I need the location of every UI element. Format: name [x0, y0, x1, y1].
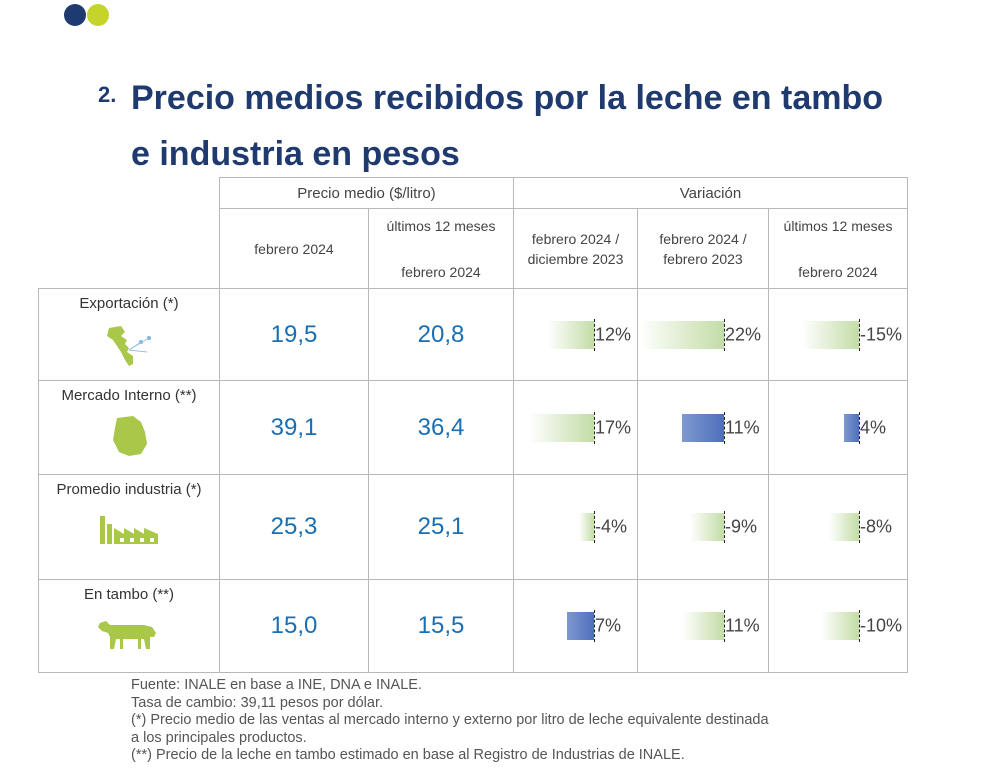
- variation-axis: [594, 511, 595, 543]
- variation-axis: [859, 610, 860, 642]
- footnote-single-asterisk-cont: a los principales productos.: [131, 729, 307, 746]
- cow-icon: [98, 621, 156, 649]
- variation-bar: [529, 413, 594, 442]
- footnote-single-asterisk: (*) Precio medio de las ventas al mercad…: [131, 712, 769, 728]
- variation-label: -8%: [860, 516, 893, 537]
- col-header-var-b: febrero 2024 / febrero 2023: [637, 208, 769, 289]
- group-header-price: Precio medio ($/litro): [219, 177, 514, 209]
- variation-bar: [682, 413, 724, 442]
- table-row: Promedio industria (*) 25,3 25,1 -4% -9%…: [38, 474, 908, 580]
- price-month: 15,0: [219, 579, 369, 673]
- variation-label: 7%: [595, 615, 622, 636]
- variation-cell: -10%: [768, 579, 908, 673]
- variation-axis: [724, 511, 725, 543]
- variation-bar: [821, 612, 859, 640]
- variation-axis: [594, 610, 595, 642]
- price-month: 19,5: [219, 288, 369, 381]
- variation-axis: [859, 318, 860, 351]
- col-header-var-c-bottom: febrero 2024: [798, 263, 878, 280]
- price-12m: 15,5: [368, 579, 514, 673]
- variation-cell: 11%: [637, 380, 769, 475]
- variation-cell: 11%: [637, 579, 769, 673]
- variation-axis: [594, 318, 595, 351]
- row-label: En tambo (**): [83, 586, 175, 603]
- footnote-source: Fuente: INALE en base a INE, DNA e INALE…: [131, 677, 422, 693]
- variation-label: 12%: [595, 324, 632, 344]
- variation-cell: 4%: [768, 380, 908, 475]
- variation-axis: [724, 411, 725, 444]
- variation-axis: [724, 318, 725, 351]
- row-label: Promedio industria (*): [56, 481, 202, 498]
- row-label-cell: Mercado Interno (**): [38, 380, 220, 475]
- navy-dot-icon: [64, 4, 86, 26]
- variation-cell: 17%: [513, 380, 638, 475]
- variation-label: -4%: [595, 516, 628, 537]
- variation-axis: [724, 610, 725, 642]
- price-12m: 36,4: [368, 380, 514, 475]
- uruguay-map-icon: [113, 416, 147, 456]
- table-row: Exportación (*) 19,5 20,8 12% 22% -15%: [38, 288, 908, 381]
- price-12m: 25,1: [368, 474, 514, 580]
- variation-axis: [859, 411, 860, 444]
- row-label: Exportación (*): [79, 295, 179, 312]
- table-row: Mercado Interno (**) 39,1 36,4 17% 11% 4…: [38, 380, 908, 475]
- col-header-var-a: febrero 2024 / diciembre 2023: [513, 208, 638, 289]
- variation-label: -9%: [725, 516, 758, 537]
- variation-label: -10%: [860, 615, 903, 636]
- footnotes: Fuente: INALE en base a INE, DNA e INALE…: [131, 677, 769, 765]
- col-header-price-month: febrero 2024: [219, 208, 369, 289]
- col-header-var-c-top: últimos 12 meses: [783, 217, 893, 234]
- price-month: 25,3: [219, 474, 369, 580]
- variation-bar: [802, 320, 859, 349]
- row-label: Mercado Interno (**): [61, 387, 197, 404]
- variation-bar: [682, 612, 724, 640]
- row-label-cell: Promedio industria (*): [38, 474, 220, 580]
- group-header-variation: Variación: [513, 177, 908, 209]
- variation-axis: [594, 411, 595, 444]
- price-month: 39,1: [219, 380, 369, 475]
- col-header-var-c: últimos 12 meses febrero 2024: [768, 208, 908, 289]
- footnote-exchange-rate: Tasa de cambio: 39,11 pesos por dólar.: [131, 694, 384, 711]
- row-label-cell: Exportación (*): [38, 288, 220, 381]
- lime-dot-icon: [87, 4, 109, 26]
- col-header-price-12m-top: últimos 12 meses: [386, 217, 496, 234]
- variation-axis: [859, 511, 860, 543]
- variation-label: -15%: [860, 324, 903, 344]
- table-row: En tambo (**) 15,0 15,5 7% 11% -10%: [38, 579, 908, 673]
- variation-label: 22%: [725, 324, 762, 344]
- col-header-price-12m-bottom: febrero 2024: [401, 263, 481, 280]
- variation-bar: [567, 612, 594, 640]
- variation-label: 17%: [595, 417, 632, 437]
- variation-label: 11%: [725, 615, 760, 636]
- variation-bar: [640, 320, 724, 349]
- price-table: Precio medio ($/litro) Variación febrero…: [38, 177, 908, 673]
- variation-bar: [578, 513, 594, 541]
- variation-cell: 7%: [513, 579, 638, 673]
- variation-label: 11%: [725, 417, 760, 437]
- variation-label: 4%: [860, 417, 887, 437]
- price-12m: 20,8: [368, 288, 514, 381]
- variation-bar: [548, 320, 594, 349]
- factory-icon: [100, 516, 158, 544]
- variation-cell: -4%: [513, 474, 638, 580]
- variation-bar: [828, 513, 859, 541]
- variation-cell: -9%: [637, 474, 769, 580]
- section-number: 2.: [98, 82, 117, 107]
- variation-cell: 22%: [637, 288, 769, 381]
- americas-map-icon: [107, 326, 151, 366]
- page-title: Precio medios recibidos por la leche en …: [131, 79, 884, 173]
- variation-cell: 12%: [513, 288, 638, 381]
- variation-bar: [689, 513, 724, 541]
- row-label-cell: En tambo (**): [38, 579, 220, 673]
- variation-cell: -15%: [768, 288, 908, 381]
- footnote-double-asterisk: (**) Precio de la leche en tambo estimad…: [131, 747, 685, 763]
- variation-cell: -8%: [768, 474, 908, 580]
- variation-bar: [843, 413, 859, 442]
- col-header-price-12m: últimos 12 meses febrero 2024: [368, 208, 514, 289]
